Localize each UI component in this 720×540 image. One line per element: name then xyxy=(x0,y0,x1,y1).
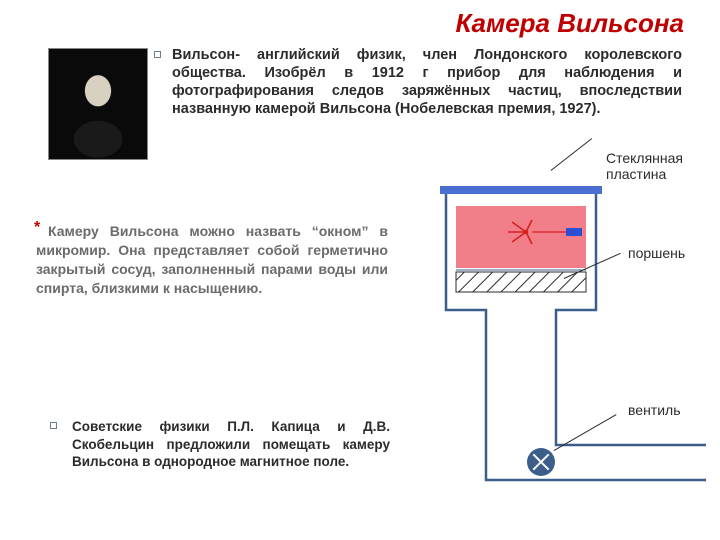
label-valve: вентиль xyxy=(628,402,681,418)
description-text: Камеру Вильсона можно назвать “окном” в … xyxy=(36,222,388,298)
intro-text: Вильсон- английский физик, член Лондонск… xyxy=(172,46,682,119)
intro-paragraph: Вильсон- английский физик, член Лондонск… xyxy=(172,46,682,119)
page-title: Камера Вильсона xyxy=(456,8,684,39)
bullet-square-icon xyxy=(50,422,57,429)
bullet-square-icon xyxy=(154,51,161,58)
portrait-photo xyxy=(48,48,148,160)
soviet-text: Советские физики П.Л. Капица и Д.В. Скоб… xyxy=(72,418,390,471)
asterisk-icon: * xyxy=(34,219,40,237)
soviet-paragraph: Советские физики П.Л. Капица и Д.В. Скоб… xyxy=(72,418,390,471)
portrait-placeholder xyxy=(49,49,147,159)
label-glass-plate: Стеклянная пластина xyxy=(606,150,683,182)
label-piston: поршень xyxy=(628,245,685,261)
wilson-chamber-diagram: Стеклянная пластина поршень вентиль xyxy=(406,160,706,530)
description-paragraph: * Камеру Вильсона можно назвать “окном” … xyxy=(36,222,388,298)
diagram-svg xyxy=(406,160,706,530)
